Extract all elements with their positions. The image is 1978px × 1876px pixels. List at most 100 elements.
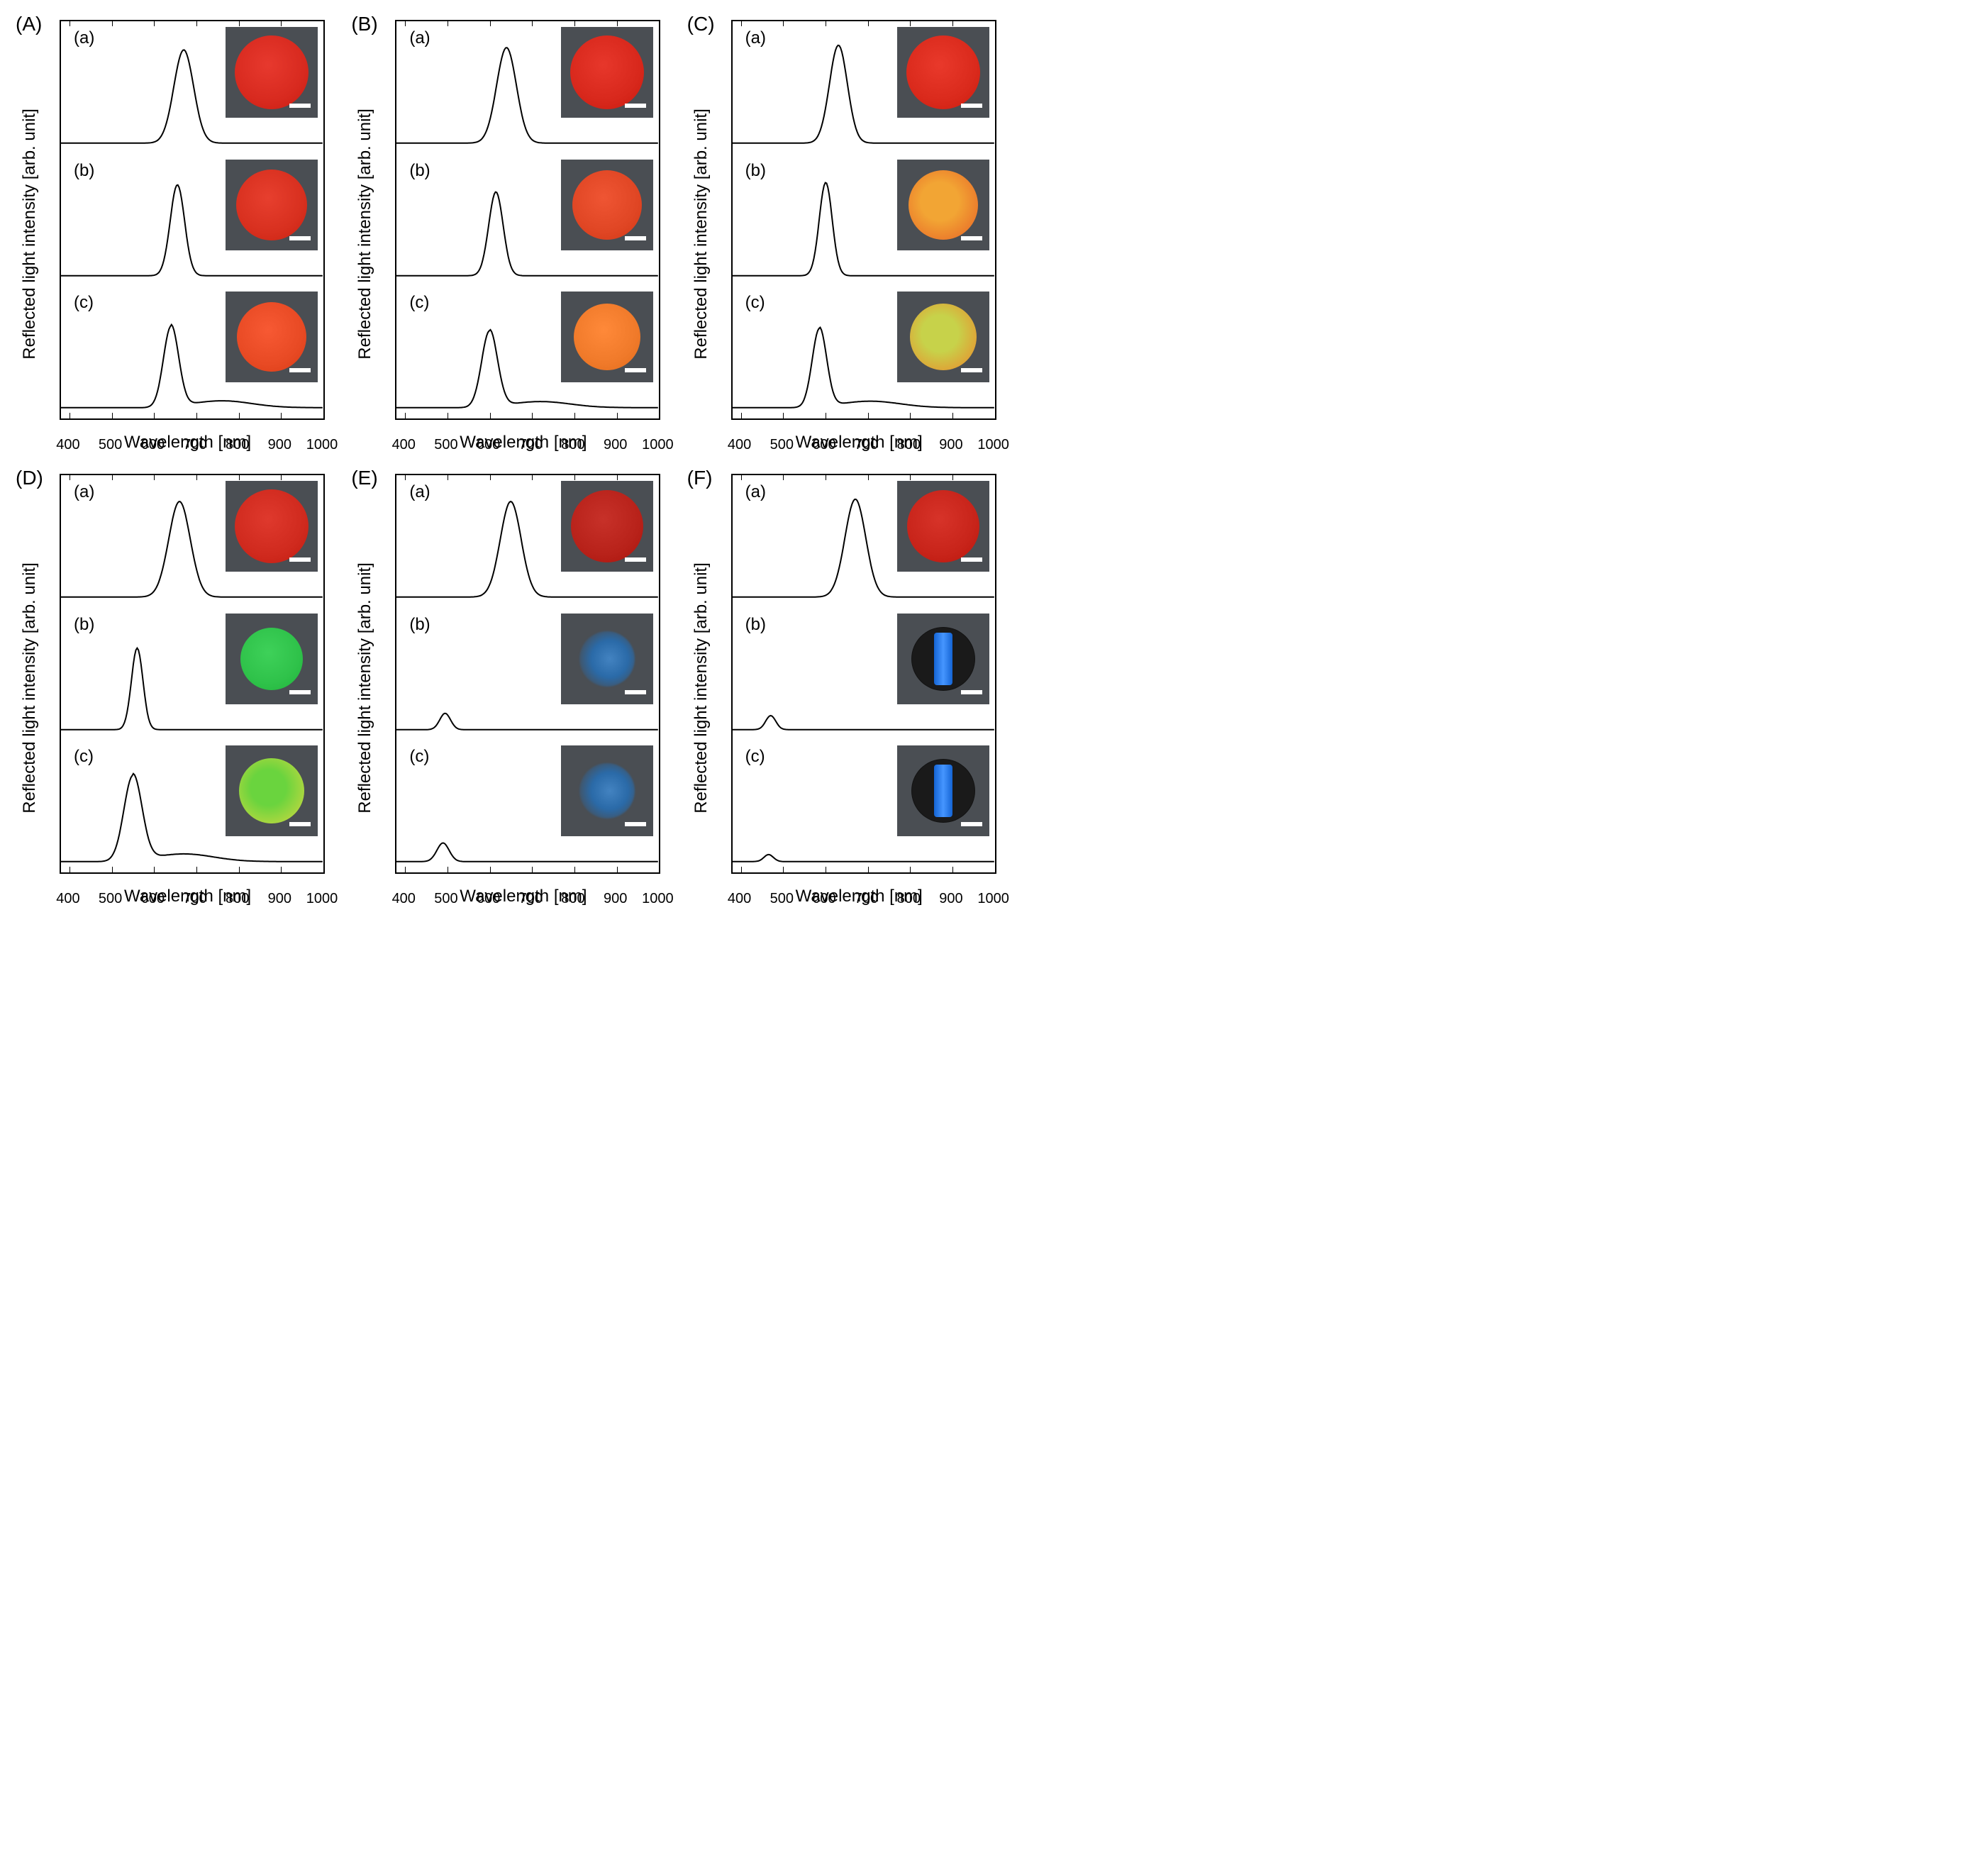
inset-photo	[226, 614, 318, 704]
scale-bar	[961, 822, 982, 826]
chart-area: (a)(b)(c)	[60, 474, 325, 874]
sample-blob	[579, 763, 635, 818]
scale-bar	[289, 104, 311, 108]
sample-disc	[236, 170, 307, 240]
subplot-b: (b)	[396, 608, 659, 741]
scale-bar	[961, 368, 982, 372]
sample-disc	[237, 302, 306, 372]
scale-bar	[289, 690, 311, 694]
panel-A: (A) Reflected light intensity [arb. unit]…	[14, 14, 335, 454]
inset-photo	[897, 745, 989, 836]
inset-photo	[897, 27, 989, 118]
y-axis-label: Reflected light intensity [arb. unit]	[355, 562, 375, 814]
y-axis-label: Reflected light intensity [arb. unit]	[355, 109, 375, 360]
inset-photo	[561, 160, 653, 250]
subplot-c: (c)	[61, 286, 323, 419]
x-tick-label: 400	[56, 437, 79, 453]
x-axis-label: Wavelength [nm]	[460, 433, 587, 453]
scale-bar	[289, 236, 311, 240]
x-tick-label: 500	[770, 437, 794, 453]
subplot-a: (a)	[396, 21, 659, 155]
scale-bar	[961, 104, 982, 108]
sample-disc	[239, 758, 304, 823]
inset-photo	[226, 27, 318, 118]
x-tick-label: 900	[939, 891, 962, 907]
subplot-b: (b)	[61, 154, 323, 287]
x-tick-label: 400	[56, 891, 79, 907]
x-tick-label: 900	[268, 891, 291, 907]
x-tick-label: 1000	[306, 891, 338, 907]
x-axis-label: Wavelength [nm]	[460, 887, 587, 906]
subplot-c: (c)	[733, 286, 995, 419]
subplot-c: (c)	[733, 740, 995, 873]
y-axis-label: Reflected light intensity [arb. unit]	[20, 562, 40, 814]
x-tick-label: 1000	[306, 437, 338, 453]
subplot-b: (b)	[61, 608, 323, 741]
y-axis-label: Reflected light intensity [arb. unit]	[20, 109, 40, 360]
x-tick-label: 1000	[977, 437, 1009, 453]
panel-F: (F) Reflected light intensity [arb. unit]…	[686, 468, 1007, 908]
inset-photo	[897, 160, 989, 250]
x-tick-label: 900	[939, 437, 962, 453]
inset-photo	[897, 481, 989, 572]
sample-blob	[579, 631, 635, 687]
blue-bar	[934, 765, 952, 817]
scale-bar	[289, 557, 311, 562]
panel-letter: (A)	[16, 13, 42, 35]
sample-disc	[907, 490, 979, 562]
x-tick-label: 500	[99, 891, 122, 907]
inset-photo	[226, 745, 318, 836]
panel-letter: (C)	[687, 13, 715, 35]
chart-area: (a)(b)(c)	[395, 20, 660, 420]
y-axis-label: Reflected light intensity [arb. unit]	[691, 562, 711, 814]
sample-disc	[574, 304, 640, 370]
x-tick-label: 1000	[642, 891, 674, 907]
inset-photo	[897, 292, 989, 382]
scale-bar	[961, 557, 982, 562]
figure-grid: (A) Reflected light intensity [arb. unit]…	[14, 14, 1007, 908]
x-tick-label: 400	[728, 437, 751, 453]
subplot-a: (a)	[61, 475, 323, 609]
x-axis-label: Wavelength [nm]	[796, 433, 923, 453]
x-tick-label: 500	[770, 891, 794, 907]
subplot-c: (c)	[61, 740, 323, 873]
subplot-a: (a)	[396, 475, 659, 609]
subplot-b: (b)	[733, 608, 995, 741]
x-tick-label: 400	[392, 437, 416, 453]
inset-photo	[226, 292, 318, 382]
sample-disc	[235, 35, 309, 109]
x-tick-label: 500	[99, 437, 122, 453]
inset-photo	[226, 160, 318, 250]
scale-bar	[625, 690, 646, 694]
chart-area: (a)(b)(c)	[731, 474, 996, 874]
inset-photo	[561, 614, 653, 704]
inset-photo	[561, 745, 653, 836]
x-tick-label: 1000	[977, 891, 1009, 907]
chart-area: (a)(b)(c)	[731, 20, 996, 420]
x-tick-label: 900	[604, 437, 627, 453]
x-axis-label: Wavelength [nm]	[796, 887, 923, 906]
inset-photo	[561, 27, 653, 118]
x-tick-label: 900	[604, 891, 627, 907]
inset-photo	[897, 614, 989, 704]
inset-photo	[561, 292, 653, 382]
panel-letter: (F)	[687, 467, 713, 489]
panel-letter: (B)	[351, 13, 377, 35]
scale-bar	[289, 822, 311, 826]
scale-bar	[961, 236, 982, 240]
subplot-a: (a)	[61, 21, 323, 155]
inset-photo	[226, 481, 318, 572]
subplot-c: (c)	[396, 740, 659, 873]
chart-area: (a)(b)(c)	[395, 474, 660, 874]
blue-bar	[934, 633, 952, 685]
subplot-b: (b)	[733, 154, 995, 287]
x-tick-label: 500	[434, 891, 457, 907]
sample-disc	[909, 170, 978, 240]
x-tick-label: 1000	[642, 437, 674, 453]
subplot-c: (c)	[396, 286, 659, 419]
scale-bar	[625, 557, 646, 562]
panel-C: (C)Reflected light intensity [arb. unit]…	[686, 14, 1007, 454]
sample-disc	[240, 628, 303, 690]
x-tick-label: 500	[434, 437, 457, 453]
scale-bar	[289, 368, 311, 372]
